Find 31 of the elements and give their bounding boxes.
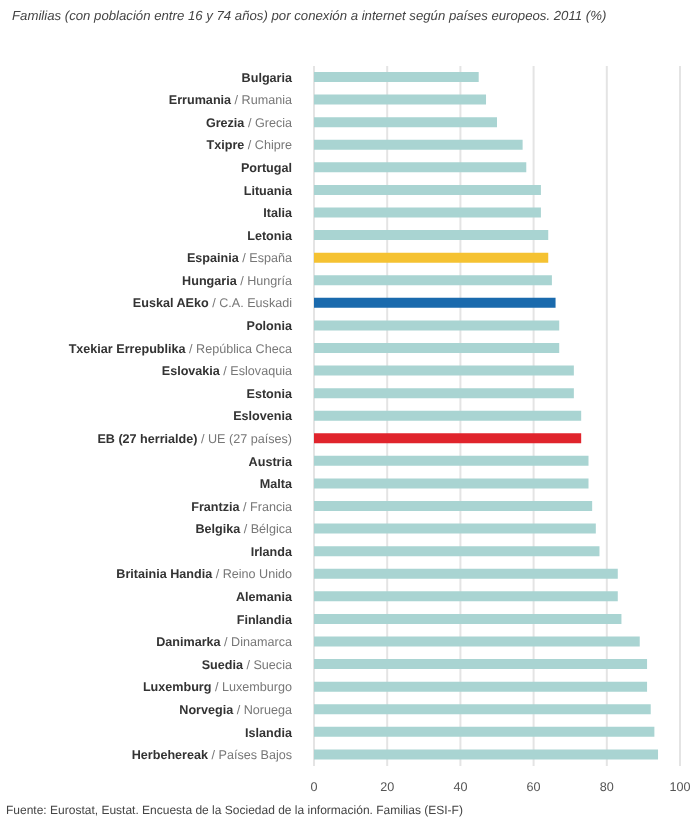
bar <box>314 297 556 308</box>
bar <box>314 681 648 692</box>
bar <box>314 659 648 670</box>
bar <box>314 546 600 557</box>
bar <box>314 342 560 353</box>
bar <box>314 636 640 647</box>
bar <box>314 184 541 195</box>
bar <box>314 704 651 715</box>
bar <box>314 568 618 579</box>
bar <box>314 523 596 534</box>
bar <box>314 726 655 737</box>
bar <box>314 162 527 173</box>
bar <box>314 230 549 241</box>
bar <box>314 139 523 150</box>
bar <box>314 433 582 444</box>
bar <box>314 478 589 489</box>
bar <box>314 501 593 512</box>
bar <box>314 320 560 331</box>
bar <box>314 388 574 399</box>
bar <box>314 94 487 105</box>
bar <box>314 275 552 286</box>
bar <box>314 749 659 760</box>
bar <box>314 72 479 82</box>
bar <box>314 252 549 263</box>
bar <box>314 117 497 128</box>
bar <box>314 365 574 376</box>
bar <box>314 591 618 602</box>
bar <box>314 455 589 466</box>
bar <box>314 613 622 624</box>
bar <box>314 207 541 218</box>
bar <box>314 410 582 421</box>
